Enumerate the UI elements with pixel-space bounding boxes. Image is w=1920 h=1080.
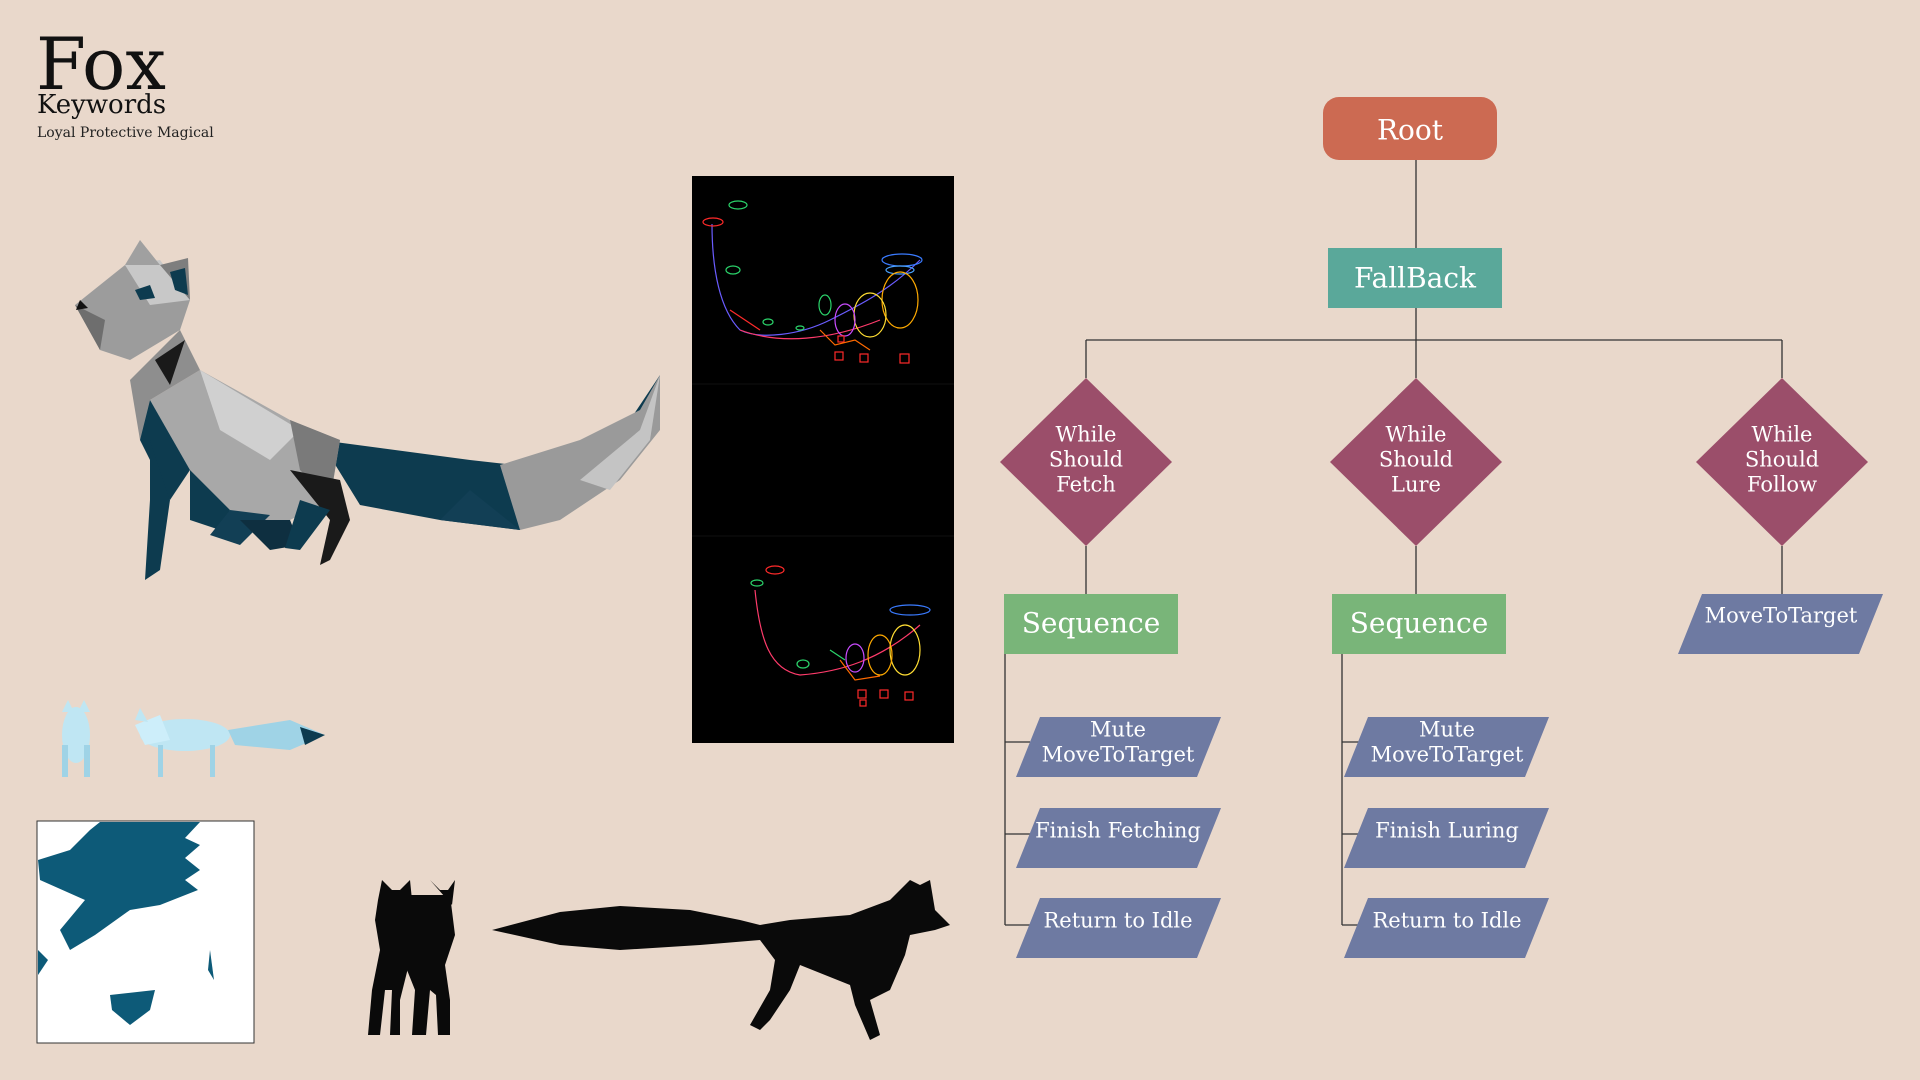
low-poly-fox-render (75, 240, 660, 580)
condition-follow-line-1: While (1752, 423, 1813, 447)
action-lure-mute-node[interactable]: Mute MoveToTarget (1344, 717, 1549, 777)
root-label: Root (1377, 114, 1444, 147)
behavior-tree: Root FallBack While Should Fetch While S… (1000, 97, 1883, 958)
page-title: Fox (36, 22, 166, 106)
fox-silhouette-front (368, 880, 455, 1035)
condition-follow-line-3: Follow (1747, 473, 1817, 497)
condition-fetch-node[interactable]: While Should Fetch (1000, 378, 1172, 546)
action-finish-luring-label: Finish Luring (1375, 819, 1519, 843)
action-fetch-mute-line-1: Mute (1090, 718, 1146, 742)
action-fetch-mute-line-2: MoveToTarget (1042, 743, 1195, 767)
action-finish-fetching-node[interactable]: Finish Fetching (1016, 808, 1221, 868)
fox-turnaround-front (62, 700, 90, 777)
condition-lure-line-3: Lure (1391, 473, 1441, 497)
fallback-node[interactable]: FallBack (1328, 248, 1502, 308)
action-lure-return-node[interactable]: Return to Idle (1344, 898, 1549, 958)
action-follow-move-node[interactable]: MoveToTarget (1678, 594, 1883, 654)
condition-lure-line-1: While (1386, 423, 1447, 447)
rig-viewport-panel (692, 176, 954, 743)
sequence-lure-label: Sequence (1350, 607, 1489, 640)
fallback-label: FallBack (1354, 262, 1477, 295)
action-lure-return-label: Return to Idle (1372, 909, 1521, 933)
condition-fetch-line-3: Fetch (1056, 473, 1116, 497)
sequence-lure-node[interactable]: Sequence (1332, 594, 1506, 654)
condition-follow-node[interactable]: While Should Follow (1696, 378, 1868, 546)
keywords-list: Loyal Protective Magical (37, 125, 214, 141)
root-node[interactable]: Root (1323, 97, 1497, 160)
condition-fetch-line-1: While (1056, 423, 1117, 447)
sequence-fetch-label: Sequence (1022, 607, 1161, 640)
tree-connectors (1004, 160, 1783, 926)
condition-lure-node[interactable]: While Should Lure (1330, 378, 1502, 546)
condition-lure-line-2: Should (1379, 448, 1453, 472)
condition-follow-line-2: Should (1745, 448, 1819, 472)
action-finish-fetching-label: Finish Fetching (1035, 819, 1201, 843)
fox-silhouette-side (492, 880, 950, 1040)
fox-turnaround-side (135, 708, 325, 777)
action-lure-mute-line-1: Mute (1419, 718, 1475, 742)
action-finish-luring-node[interactable]: Finish Luring (1344, 808, 1549, 868)
action-fetch-mute-node[interactable]: Mute MoveToTarget (1016, 717, 1221, 777)
texture-map (36, 820, 255, 1044)
sequence-fetch-node[interactable]: Sequence (1004, 594, 1178, 654)
action-lure-mute-line-2: MoveToTarget (1371, 743, 1524, 767)
action-fetch-return-node[interactable]: Return to Idle (1016, 898, 1221, 958)
condition-fetch-line-2: Should (1049, 448, 1123, 472)
keywords-heading: Keywords (37, 90, 167, 120)
action-follow-move-label: MoveToTarget (1705, 604, 1858, 628)
action-fetch-return-label: Return to Idle (1043, 909, 1192, 933)
